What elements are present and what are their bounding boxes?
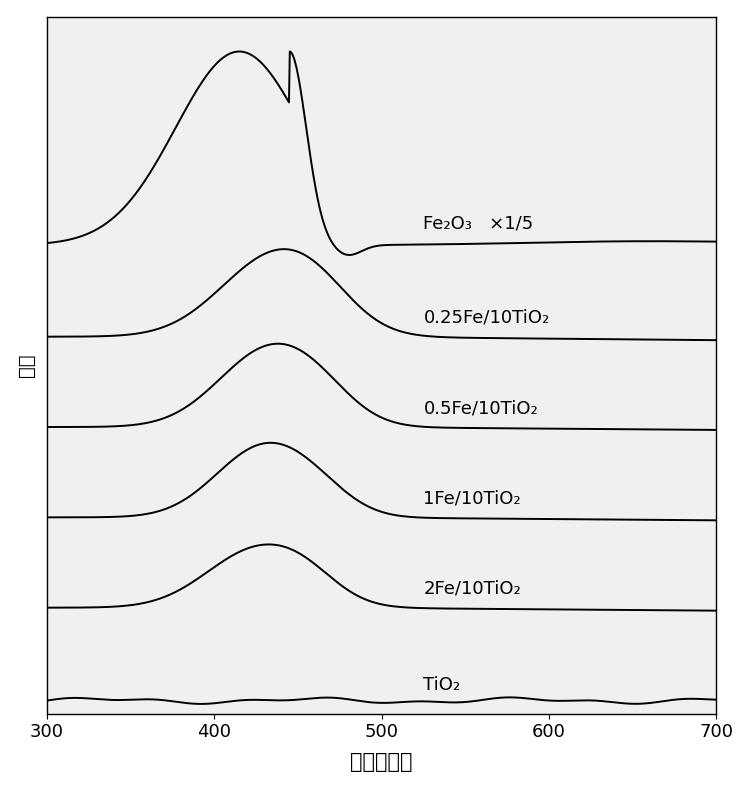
Text: 2Fe/10TiO₂: 2Fe/10TiO₂ <box>424 580 521 598</box>
Text: 0.5Fe/10TiO₂: 0.5Fe/10TiO₂ <box>424 399 538 417</box>
Y-axis label: 强度: 强度 <box>16 353 36 377</box>
Text: Fe₂O₃   ×1/5: Fe₂O₃ ×1/5 <box>424 214 534 232</box>
Text: 0.25Fe/10TiO₂: 0.25Fe/10TiO₂ <box>424 308 550 327</box>
Text: TiO₂: TiO₂ <box>424 676 460 694</box>
X-axis label: 温度（度）: 温度（度） <box>350 753 412 772</box>
Text: 1Fe/10TiO₂: 1Fe/10TiO₂ <box>424 489 521 507</box>
